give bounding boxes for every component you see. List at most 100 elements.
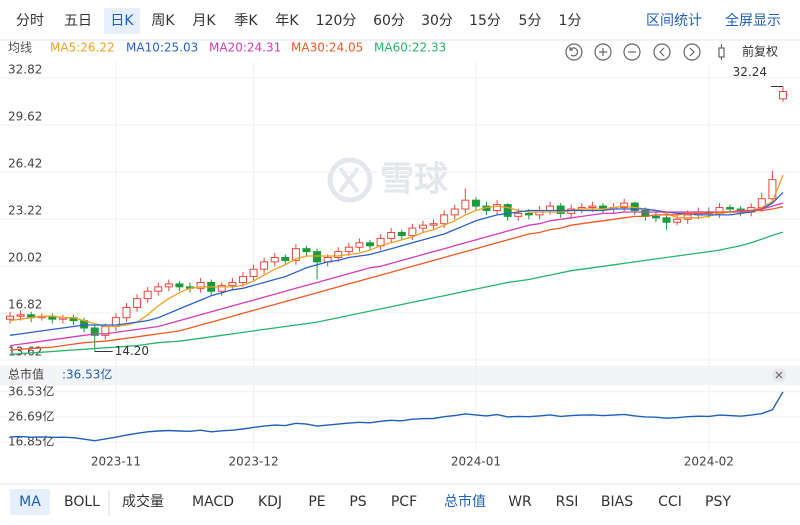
legend-entry: MA5:26.22 <box>50 41 115 55</box>
period-tab[interactable]: 5分 <box>519 13 542 29</box>
legend-entry: MA20:24.31 <box>209 41 281 55</box>
scroll-left-button[interactable] <box>653 43 671 61</box>
candle-body <box>217 284 226 292</box>
indicator-tab[interactable]: BIAS <box>601 494 633 510</box>
indicator-tab[interactable]: RSI <box>556 494 579 510</box>
candle-body <box>249 268 258 278</box>
indicator-tab[interactable]: PCF <box>391 494 417 510</box>
tool-link[interactable]: 区间统计 <box>646 13 702 29</box>
period-tab[interactable]: 日K <box>110 13 134 29</box>
y-tick-label: 13.62 <box>8 345 42 359</box>
indicator-tab[interactable]: BOLL <box>64 494 100 510</box>
candle-body <box>291 248 300 261</box>
indicator-tab[interactable]: PE <box>308 494 325 510</box>
candle-body <box>260 261 269 270</box>
reset-button[interactable] <box>565 43 583 61</box>
sub-panel-close[interactable] <box>772 368 786 382</box>
ma-line <box>9 191 784 336</box>
y-tick-label: 16.85亿 <box>8 434 54 449</box>
watermark-logo <box>327 157 373 203</box>
candle-body <box>662 217 671 223</box>
zoom-in-button[interactable] <box>594 43 612 61</box>
y-tick-label: 23.22 <box>8 204 42 218</box>
indicator-tab[interactable]: 成交量 <box>122 493 164 510</box>
legend-title: 均线 <box>8 41 32 55</box>
zoom-out-button[interactable] <box>623 43 641 61</box>
indicator-tab[interactable]: KDJ <box>258 494 282 510</box>
candle-body <box>164 283 173 288</box>
period-tab[interactable]: 周K <box>151 13 175 29</box>
indicator-tab[interactable]: CCI <box>658 494 682 510</box>
min-label: 14.20 <box>115 344 149 358</box>
candle-body <box>281 256 290 261</box>
y-tick-label: 20.02 <box>8 251 42 265</box>
active-tab-bg <box>104 8 140 34</box>
period-tab[interactable]: 五日 <box>64 13 92 29</box>
legend-entry: MA60:22.33 <box>374 41 446 55</box>
candle-body <box>238 276 247 283</box>
period-tab[interactable]: 120分 <box>316 13 357 29</box>
candle-body <box>313 251 322 263</box>
period-tab[interactable]: 1分 <box>559 13 582 29</box>
candle-body <box>546 205 555 211</box>
period-tab[interactable]: 季K <box>234 13 258 29</box>
period-tab[interactable]: 分时 <box>16 13 44 29</box>
ma-line <box>9 206 784 351</box>
ma-line <box>9 202 784 347</box>
sub-panel-value: :36.53亿 <box>62 367 112 382</box>
y-tick-label: 32.82 <box>8 63 42 77</box>
x-tick-label: 2023-11 <box>91 455 141 469</box>
x-tick-label: 2023-12 <box>228 455 278 469</box>
candle-body <box>683 214 692 220</box>
tool-link[interactable]: 全屏显示 <box>725 12 781 29</box>
candle-style-button[interactable] <box>718 44 725 60</box>
indicator-tab[interactable]: 总市值 <box>444 493 486 510</box>
indicator-tab[interactable]: PS <box>349 494 366 510</box>
y-tick-label: 16.82 <box>8 298 42 312</box>
candle-body <box>450 208 459 216</box>
y-tick-label: 26.42 <box>8 157 42 171</box>
candle-body <box>726 207 735 210</box>
candle-body <box>768 179 777 200</box>
active-tab-bg <box>10 489 50 515</box>
candle-body <box>6 315 14 320</box>
candle-body <box>418 224 427 229</box>
toolbar <box>565 43 725 61</box>
indicator-tab[interactable]: PSY <box>705 494 731 510</box>
scroll-right-button[interactable] <box>683 43 701 61</box>
candle-body <box>620 202 629 209</box>
period-tab[interactable]: 年K <box>275 13 299 29</box>
candle-body <box>651 215 660 219</box>
ma-line <box>9 231 784 356</box>
candle-body <box>16 314 25 317</box>
candle-body <box>387 232 396 239</box>
period-tab[interactable]: 月K <box>192 13 216 29</box>
indicator-tab[interactable]: MACD <box>192 494 234 510</box>
period-tab[interactable]: 60分 <box>373 13 405 29</box>
candle-body <box>556 205 565 214</box>
candle-body <box>228 281 237 286</box>
candle-body <box>493 204 502 211</box>
candle-body <box>524 212 533 216</box>
candle-body <box>355 242 364 248</box>
candle-body <box>196 281 205 289</box>
indicator-tab[interactable]: WR <box>508 494 532 510</box>
candle-body <box>514 212 523 217</box>
adjust-selector[interactable]: 前复权 <box>742 44 778 59</box>
candle-body <box>673 218 682 223</box>
x-tick-label: 2024-02 <box>684 455 734 469</box>
candle-body <box>143 290 152 300</box>
y-tick-label: 29.62 <box>8 110 42 124</box>
x-tick-label: 2024-01 <box>451 455 501 469</box>
sub-panel-header <box>0 366 800 385</box>
candle-body <box>122 306 131 319</box>
candle-body <box>90 327 99 336</box>
y-tick-label: 26.69亿 <box>8 408 54 423</box>
max-label: 32.24 <box>733 65 767 79</box>
market-cap-line <box>9 391 784 442</box>
period-tab[interactable]: 15分 <box>469 13 501 29</box>
indicator-tab[interactable]: MA <box>19 494 41 510</box>
period-tab[interactable]: 30分 <box>421 13 453 29</box>
